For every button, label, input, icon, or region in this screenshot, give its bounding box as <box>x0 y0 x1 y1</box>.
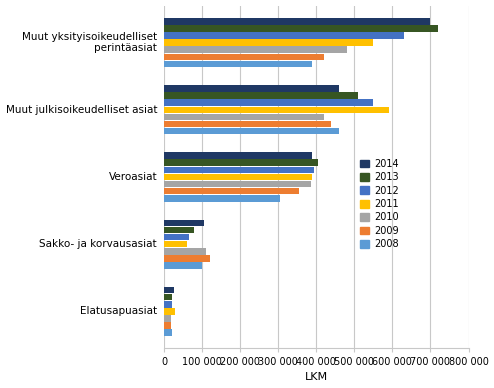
Bar <box>164 329 172 336</box>
Bar <box>164 92 358 99</box>
Bar <box>164 114 324 120</box>
Bar <box>164 174 312 180</box>
Bar <box>164 262 202 269</box>
Legend: 2014, 2013, 2012, 2011, 2010, 2009, 2008: 2014, 2013, 2012, 2011, 2010, 2009, 2008 <box>358 157 401 251</box>
Bar <box>164 121 331 127</box>
Bar <box>164 166 314 173</box>
Bar <box>164 39 373 46</box>
Bar <box>164 152 312 159</box>
Bar <box>164 301 171 308</box>
Bar <box>164 47 347 53</box>
Bar <box>164 308 175 315</box>
Bar <box>164 241 187 248</box>
Bar <box>164 220 204 226</box>
Bar <box>164 315 171 322</box>
Bar <box>164 159 318 166</box>
Bar <box>164 322 171 329</box>
Bar <box>164 195 280 202</box>
Bar <box>164 54 324 60</box>
Bar <box>164 287 174 293</box>
Bar <box>164 181 311 187</box>
Bar <box>164 25 438 32</box>
Bar <box>164 99 373 106</box>
Bar <box>164 18 430 24</box>
Bar <box>164 188 299 194</box>
Bar <box>164 234 189 240</box>
Bar <box>164 32 404 39</box>
Bar <box>164 61 312 67</box>
Bar <box>164 128 339 134</box>
Bar <box>164 248 206 255</box>
X-axis label: LKM: LKM <box>305 372 328 383</box>
Bar <box>164 107 389 113</box>
Bar <box>164 255 209 262</box>
Bar <box>164 227 195 233</box>
Bar <box>164 85 339 92</box>
Bar <box>164 294 172 300</box>
